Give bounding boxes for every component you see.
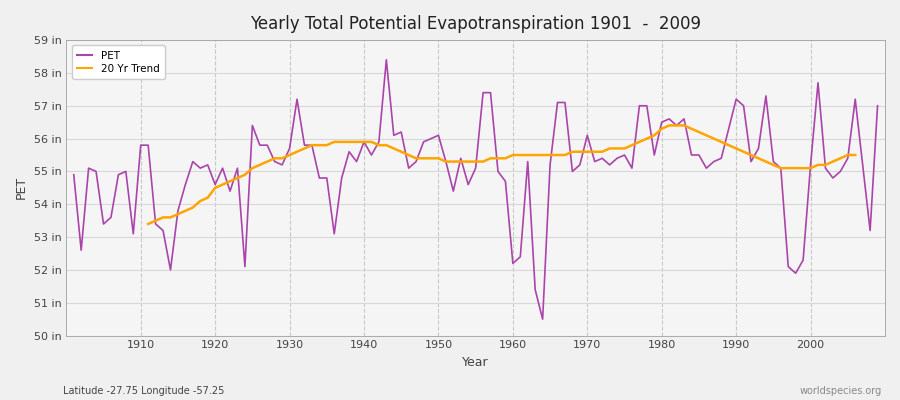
Text: worldspecies.org: worldspecies.org [800, 386, 882, 396]
Text: Latitude -27.75 Longitude -57.25: Latitude -27.75 Longitude -57.25 [63, 386, 224, 396]
Y-axis label: PET: PET [15, 176, 28, 200]
Title: Yearly Total Potential Evapotranspiration 1901  -  2009: Yearly Total Potential Evapotranspiratio… [250, 15, 701, 33]
Legend: PET, 20 Yr Trend: PET, 20 Yr Trend [71, 45, 165, 79]
X-axis label: Year: Year [463, 356, 489, 369]
